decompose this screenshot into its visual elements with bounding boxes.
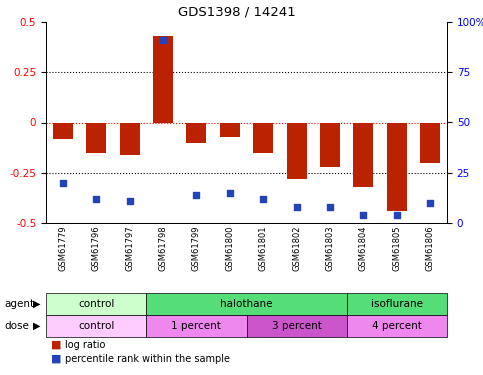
Text: log ratio: log ratio [65,340,106,350]
Text: ■: ■ [51,340,61,350]
Point [259,196,267,202]
Text: ■: ■ [51,354,61,364]
Point [226,190,234,196]
Bar [220,123,240,136]
Text: agent: agent [5,299,35,309]
Bar [186,123,206,142]
Text: percentile rank within the sample: percentile rank within the sample [65,354,230,364]
Point [293,204,300,210]
Bar [420,123,440,163]
Bar [286,123,307,179]
Text: control: control [78,299,114,309]
Text: GDS1398 / 14241: GDS1398 / 14241 [178,5,296,18]
Text: 1 percent: 1 percent [171,321,221,331]
Point [360,212,368,218]
Text: 3 percent: 3 percent [271,321,322,331]
Point [126,198,133,204]
Bar [86,123,106,153]
Point [92,196,100,202]
Text: dose: dose [5,321,30,331]
Point [193,192,200,198]
Text: halothane: halothane [220,299,273,309]
Text: isoflurane: isoflurane [371,299,423,309]
Bar [387,123,407,211]
Text: ▶: ▶ [32,299,40,309]
Bar [53,123,73,139]
Bar [253,123,273,153]
Point [393,212,401,218]
Point [159,37,167,43]
Bar [119,123,140,154]
Point [326,204,334,210]
Text: control: control [78,321,114,331]
Bar [153,36,173,123]
Text: 4 percent: 4 percent [372,321,422,331]
Point [426,200,434,206]
Point [59,180,67,186]
Bar [320,123,340,167]
Text: ▶: ▶ [32,321,40,331]
Bar [354,123,373,187]
